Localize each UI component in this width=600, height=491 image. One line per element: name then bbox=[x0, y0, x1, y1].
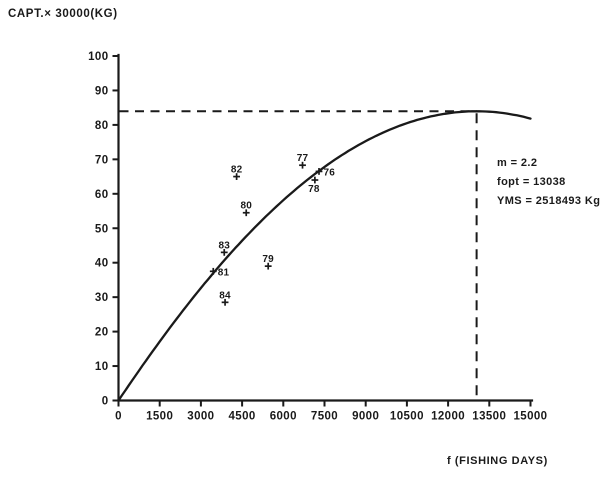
production-curve bbox=[117, 110, 532, 402]
x-tick-label: 13500 bbox=[472, 411, 506, 423]
annotation-yms-value: YMS = 2518493 Kg bbox=[497, 195, 600, 207]
y-tick-label: 70 bbox=[95, 154, 109, 166]
y-tick-label: 20 bbox=[95, 327, 109, 339]
x-tick-label: 4500 bbox=[229, 411, 256, 423]
model-parameters-annotation: m = 2.2 fopt = 13038 YMS = 2518493 Kg bbox=[497, 154, 600, 211]
x-tick-label: 10500 bbox=[390, 411, 424, 423]
y-tick-label: 80 bbox=[95, 120, 109, 132]
y-axis-title: CAPT.× 30000(KG) bbox=[8, 8, 118, 20]
y-tick-label: 50 bbox=[95, 223, 109, 235]
y-tick-label: 60 bbox=[95, 189, 109, 201]
x-tick-label: 3000 bbox=[187, 411, 214, 423]
x-tick-label: 15000 bbox=[514, 411, 548, 423]
data-point-label-84: 84 bbox=[219, 290, 231, 301]
data-point-label-77: 77 bbox=[297, 153, 309, 164]
y-tick-label: 10 bbox=[95, 361, 109, 373]
data-point-label-82: 82 bbox=[231, 165, 243, 176]
x-tick-label: 6000 bbox=[270, 411, 297, 423]
x-tick-label: 7500 bbox=[311, 411, 338, 423]
data-point-label-80: 80 bbox=[240, 201, 252, 212]
x-tick-label: 1500 bbox=[146, 411, 173, 423]
data-point-label-81: 81 bbox=[218, 267, 230, 278]
data-point-label-79: 79 bbox=[262, 254, 274, 265]
data-point-label-76: 76 bbox=[324, 167, 336, 178]
annotation-fopt-value: fopt = 13038 bbox=[497, 176, 566, 188]
x-tick-label: 12000 bbox=[431, 411, 465, 423]
data-point-label-78: 78 bbox=[308, 184, 320, 195]
y-tick-label: 90 bbox=[95, 85, 109, 97]
y-tick-label: 0 bbox=[102, 396, 109, 408]
x-tick-label: 0 bbox=[115, 411, 122, 423]
x-axis-label: f (FISHING DAYS) bbox=[447, 455, 548, 467]
y-tick-label: 30 bbox=[95, 292, 109, 304]
axes bbox=[117, 53, 534, 402]
x-tick-label: 9000 bbox=[352, 411, 379, 423]
annotation-m-value: m = 2.2 bbox=[497, 157, 538, 169]
y-tick-label: 100 bbox=[88, 51, 108, 63]
y-tick-label: 40 bbox=[95, 258, 109, 270]
data-point-label-83: 83 bbox=[218, 240, 230, 251]
